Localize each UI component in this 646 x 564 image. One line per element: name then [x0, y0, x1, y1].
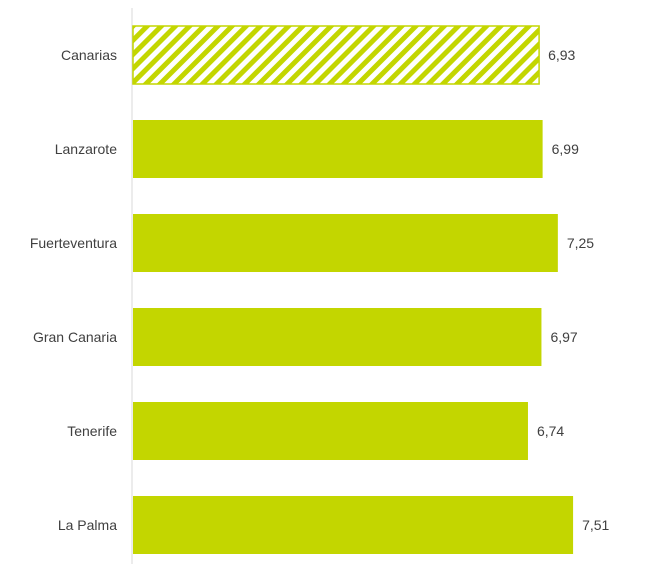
- category-label-la-palma: La Palma: [58, 517, 117, 533]
- value-label-lanzarote: 6,99: [552, 141, 579, 157]
- value-label-gran-canaria: 6,97: [550, 329, 577, 345]
- bar-tenerife: [133, 402, 528, 460]
- category-label-tenerife: Tenerife: [67, 423, 117, 439]
- bar-gran-canaria: [133, 308, 542, 366]
- bar-la-palma: [133, 496, 574, 554]
- value-label-canarias: 6,93: [548, 47, 575, 63]
- bar-canarias: [132, 25, 540, 85]
- category-label-lanzarote: Lanzarote: [55, 141, 117, 157]
- category-label-canarias: Canarias: [61, 47, 117, 63]
- value-label-fuerteventura: 7,25: [567, 235, 594, 251]
- value-label-tenerife: 6,74: [537, 423, 564, 439]
- bar-lanzarote: [133, 120, 543, 178]
- bar-fuerteventura: [133, 214, 558, 272]
- value-label-la-palma: 7,51: [582, 517, 609, 533]
- category-label-fuerteventura: Fuerteventura: [30, 235, 117, 251]
- category-label-gran-canaria: Gran Canaria: [33, 329, 117, 345]
